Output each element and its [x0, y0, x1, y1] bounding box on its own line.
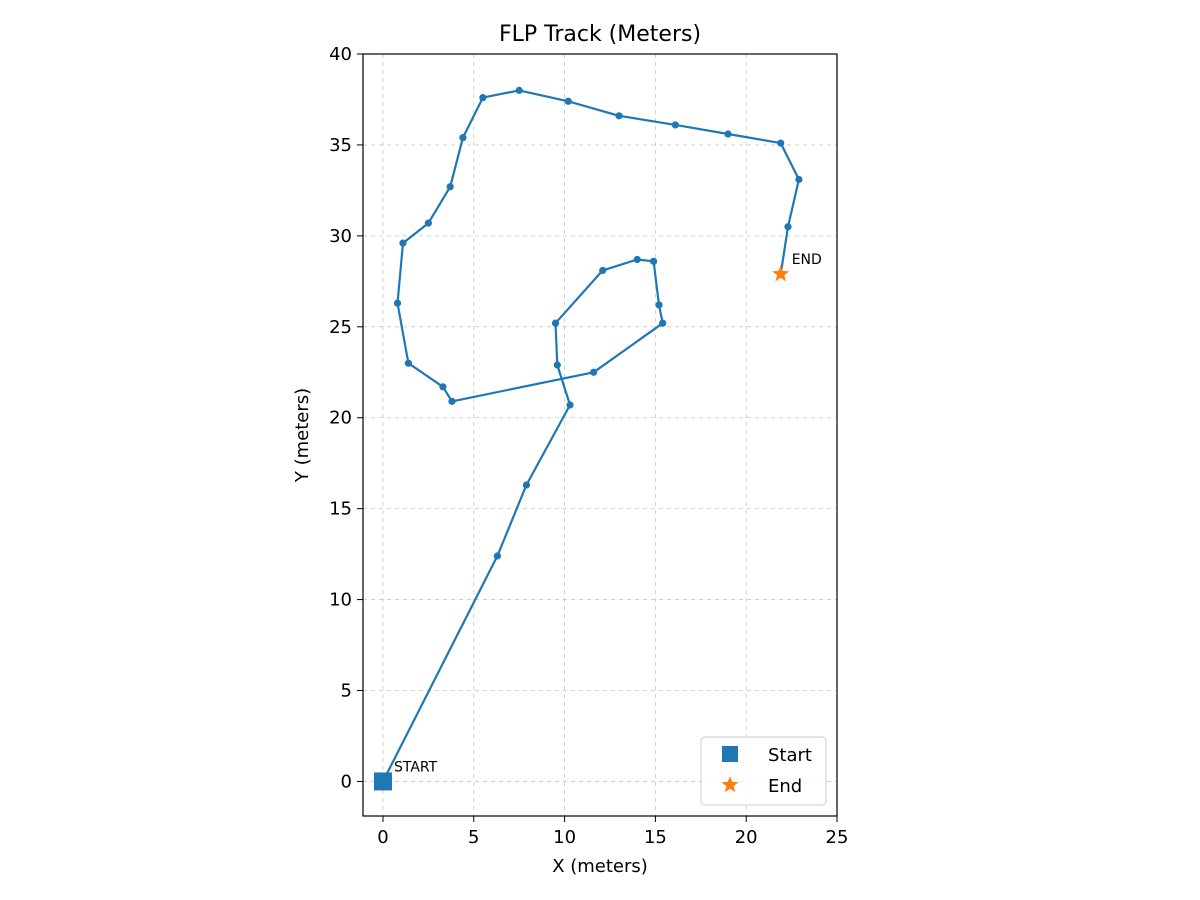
y-tick-label: 25	[329, 317, 352, 338]
y-tick-label: 40	[329, 44, 352, 65]
track-series	[379, 86, 803, 786]
y-axis-ticks: 0 5 10 15 20 25 30 35 40	[329, 44, 363, 792]
grid	[363, 53, 838, 816]
track-point	[615, 112, 623, 120]
start-marker	[373, 772, 392, 791]
y-tick-label: 30	[329, 226, 352, 247]
track-point	[724, 130, 732, 138]
legend-entry-start: Start	[768, 745, 812, 766]
track-point	[633, 255, 641, 264]
end-marker	[772, 265, 790, 282]
legend-end-swatch	[721, 776, 739, 793]
x-tick-label: 20	[735, 827, 758, 848]
track-point	[659, 319, 667, 327]
y-tick-label: 15	[329, 499, 352, 520]
track-point	[590, 368, 598, 376]
chart-title: FLP Track (Meters)	[499, 22, 701, 47]
track-point	[553, 361, 561, 369]
y-tick-label: 35	[329, 135, 352, 156]
track-point	[439, 383, 447, 391]
track-point	[784, 223, 792, 231]
legend: Start End	[700, 736, 827, 806]
y-axis-label: Y (meters)	[292, 388, 313, 483]
x-tick-label: 25	[826, 827, 849, 848]
legend-entry-end: End	[768, 776, 802, 797]
x-tick-label: 10	[553, 827, 576, 848]
y-tick-label: 5	[341, 681, 352, 702]
track-point	[399, 239, 407, 247]
y-tick-label: 20	[329, 408, 352, 429]
track-point	[479, 94, 487, 102]
track-point	[551, 319, 560, 327]
track-point	[493, 552, 501, 560]
endpoint-markers: START END	[373, 252, 822, 791]
track-point	[522, 481, 531, 489]
track-point	[777, 139, 785, 147]
x-axis-ticks: 0 5 10 15 20 25	[377, 816, 848, 848]
track-line	[382, 89, 801, 782]
track-point	[393, 299, 402, 307]
track-point	[599, 266, 607, 275]
track-point	[515, 86, 523, 94]
y-tick-label: 0	[341, 771, 352, 792]
end-annotation: END	[792, 252, 822, 268]
start-annotation: START	[394, 759, 438, 775]
track-point	[564, 97, 572, 105]
plot-frame	[362, 53, 838, 817]
legend-start-swatch	[722, 746, 738, 762]
track-point	[459, 134, 467, 142]
x-axis-label: X (meters)	[552, 856, 648, 877]
track-point	[404, 359, 413, 367]
x-tick-label: 0	[377, 827, 388, 848]
track-point	[649, 257, 658, 265]
track-point	[655, 301, 663, 309]
track-point	[446, 183, 454, 191]
track-point	[795, 175, 803, 184]
track-point	[424, 219, 432, 227]
x-tick-label: 5	[468, 827, 479, 848]
track-point	[671, 121, 679, 129]
y-tick-label: 10	[329, 590, 352, 611]
track-point	[448, 397, 456, 405]
track-point	[566, 401, 574, 409]
x-tick-label: 15	[644, 827, 667, 848]
